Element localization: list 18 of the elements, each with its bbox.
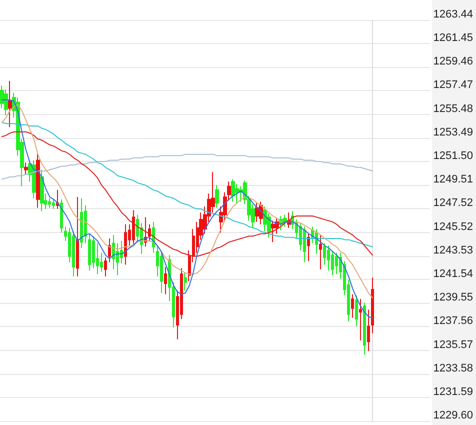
y-tick-label: 1253.49 [433, 126, 474, 138]
y-tick-label: 1241.54 [433, 268, 474, 280]
y-tick-label: 1261.45 [433, 32, 474, 44]
y-tick-label: 1233.58 [433, 362, 474, 374]
y-tick-label: 1255.48 [433, 102, 474, 115]
y-tick-label: 1245.52 [433, 220, 474, 233]
y-tick-label: 1249.51 [433, 174, 474, 186]
y-tick-label: 1263.44 [433, 8, 474, 20]
y-tick-label: 1251.50 [433, 150, 474, 162]
y-tick-label: 1235.57 [433, 338, 474, 351]
y-tick-label: 1231.59 [433, 386, 474, 398]
y-tick-label: 1247.52 [433, 197, 474, 210]
y-tick-label: 1237.56 [433, 315, 474, 328]
y-tick-label: 1239.55 [433, 292, 474, 304]
y-tick-label: 1229.60 [433, 410, 474, 422]
y-tick-label: 1243.53 [433, 244, 474, 256]
y-tick-label: 1259.46 [433, 56, 474, 68]
y-tick-label: 1257.47 [433, 79, 474, 92]
